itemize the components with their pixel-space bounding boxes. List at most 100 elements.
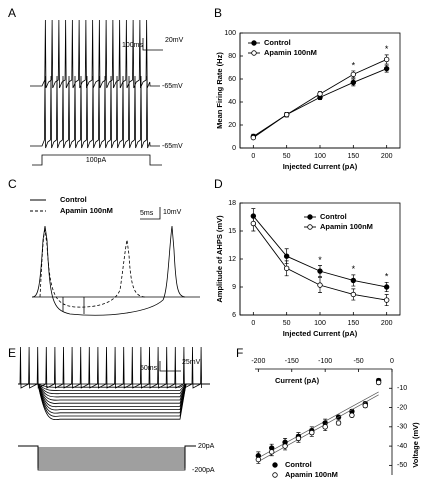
trace-panel: 25mV 50ms 20pA -200pA: [18, 346, 215, 474]
y-tick-label: 12: [228, 256, 236, 263]
x-axis-label: Current (pA): [275, 376, 320, 385]
data-point: [375, 379, 382, 386]
x-tick-label: 150: [347, 320, 359, 327]
stimulus: [18, 445, 196, 457]
significance: *: [352, 60, 356, 70]
y-tick-label: -30: [397, 424, 407, 431]
legend-marker: [307, 224, 313, 230]
panel-label: A: [8, 6, 16, 20]
data-point: [269, 449, 275, 455]
y-tick-label: -50: [397, 462, 407, 469]
stimulus: [18, 445, 196, 465]
data-point: [309, 429, 315, 436]
data-point: [322, 424, 328, 430]
x-tick-label: 0: [390, 358, 394, 365]
stimulus: [32, 154, 162, 166]
x-tick-label: -100: [318, 358, 332, 365]
legend-label: Control: [285, 460, 312, 469]
significance: *: [385, 44, 389, 54]
data-point: [350, 277, 357, 284]
panel-label: F: [236, 346, 243, 360]
data-point: [349, 412, 355, 418]
legend-label: Apamin 100nM: [320, 222, 373, 231]
legend-label: Control: [264, 38, 291, 47]
trace: [30, 19, 160, 89]
y-tick-label: -40: [397, 443, 407, 450]
legend-label: Apamin 100nM: [264, 48, 317, 57]
x-axis-label: Injected Current (pA): [283, 329, 358, 338]
stimulus: [18, 445, 196, 471]
data-point: [283, 253, 290, 259]
fit-line: [258, 394, 379, 462]
data-point: [250, 220, 257, 227]
scale-bar: [159, 361, 181, 372]
y-tick-label: -20: [397, 404, 407, 411]
x-tick-label: 100: [314, 320, 326, 327]
data-point: [350, 71, 357, 78]
y-tick-label: 0: [232, 145, 236, 152]
panel-label: C: [8, 177, 17, 191]
legend-marker: [307, 214, 313, 220]
y-axis-label: Voltage (mV): [411, 422, 420, 468]
x-axis-label: Injected Current (pA): [283, 162, 358, 171]
panel-label: D: [214, 177, 223, 191]
y-tick-label: 80: [228, 53, 236, 60]
trace: [18, 346, 202, 389]
data-point: [383, 284, 390, 290]
data-point: [317, 268, 323, 274]
data-point: [255, 456, 262, 463]
x-tick-label: -50: [354, 358, 364, 365]
y-axis-label: Amplitude of AHPS (mV): [215, 215, 224, 303]
panel-label: E: [8, 346, 16, 360]
rest-label: -65mV: [162, 83, 183, 90]
scale-label: 5ms: [140, 210, 154, 217]
apamin-trace: [39, 228, 146, 308]
data-point: [283, 265, 290, 272]
data-point: [317, 282, 323, 288]
data-point: [383, 297, 390, 303]
legend-label: Apamin 100nM: [285, 470, 338, 479]
x-tick-label: 150: [347, 153, 359, 160]
data-point: [350, 79, 357, 86]
scale-bar: [142, 38, 163, 51]
data-point: [383, 65, 390, 72]
scale-label: 20mV: [165, 37, 184, 44]
x-tick-label: 200: [381, 320, 393, 327]
rest-label: -65mV: [162, 143, 183, 150]
x-tick-label: 50: [283, 153, 291, 160]
y-tick-label: 40: [228, 99, 236, 106]
significance: *: [385, 272, 389, 282]
data-point: [383, 56, 390, 63]
ahp-marker: [62, 297, 85, 314]
y-tick-label: 60: [228, 76, 236, 83]
data-point: [283, 111, 290, 118]
y-tick-label: 100: [224, 30, 236, 37]
scale-label: 50ms: [140, 365, 158, 372]
y-axis-label: Mean Firing Rate (Hz): [215, 52, 224, 129]
fit-line: [258, 391, 379, 459]
data-point: [335, 420, 342, 426]
x-tick-label: 50: [283, 320, 291, 327]
stim-label: 20pA: [198, 443, 215, 450]
data-point: [317, 91, 323, 97]
trace-panel: 20mV 100ms -65mV -65mV 100pA: [30, 19, 184, 166]
scale-label: 25mV: [182, 359, 201, 366]
y-tick-label: 9: [232, 284, 236, 291]
scale-bar: [140, 207, 161, 220]
data-point: [350, 291, 357, 298]
significance: *: [352, 264, 356, 274]
y-tick-label: 6: [232, 312, 236, 319]
stim-label: -200pA: [192, 467, 215, 474]
stimulus: [18, 445, 196, 469]
legend-label: Control: [320, 212, 347, 221]
x-tick-label: -150: [285, 358, 299, 365]
trace: [30, 75, 160, 149]
data-point: [250, 134, 257, 141]
legend-label: Control: [60, 195, 87, 204]
stim-label: 100pA: [86, 157, 107, 164]
series-line: [253, 68, 387, 137]
stimulus: [18, 445, 196, 453]
y-tick-label: 15: [228, 228, 236, 235]
y-tick-label: -10: [397, 385, 407, 392]
